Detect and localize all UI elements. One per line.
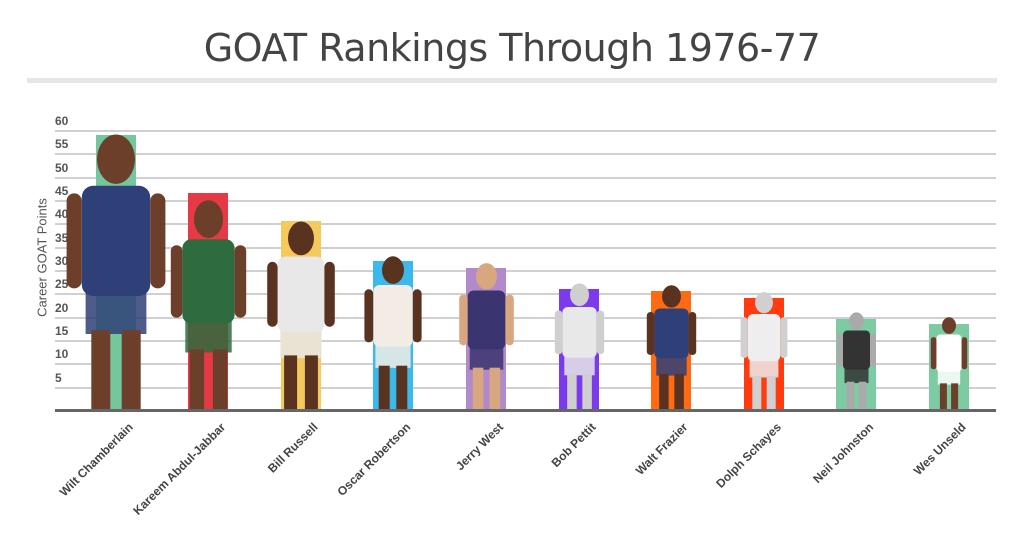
y-tick-label: 50 [55, 160, 69, 175]
x-tick-label: Neil Johnston [809, 420, 876, 487]
player-photo-icon [165, 193, 252, 410]
plot-area: 60 55 50 45 40 35 30 25 20 15 10 5 [55, 114, 996, 410]
gridline [55, 223, 996, 226]
gridline [55, 316, 996, 319]
x-tick-label: Bill Russell [265, 420, 321, 476]
y-tick-label: 35 [55, 230, 69, 245]
x-tick-label: Dolph Schayes [713, 420, 784, 491]
x-tick-label: Walt Frazier [633, 420, 691, 478]
y-tick-label: 10 [55, 347, 69, 362]
player-photo-icon [834, 309, 879, 410]
chart-title: GOAT Rankings Through 1976-77 [203, 26, 821, 70]
y-tick-label: 25 [55, 277, 69, 292]
gridline [55, 386, 996, 389]
gridline [55, 270, 996, 272]
y-tick-label: 45 [55, 184, 69, 198]
player-photo-icon [928, 314, 970, 410]
x-tick-label: Oscar Robertson [334, 420, 413, 499]
player-photo-icon [360, 251, 426, 410]
title-divider [27, 78, 997, 83]
y-tick-label: 40 [55, 207, 69, 222]
player-photo-icon [551, 279, 608, 410]
x-tick-label: Kareem Abdul-Jabbar [130, 420, 228, 518]
x-axis-baseline [55, 409, 996, 412]
gridline [55, 176, 996, 179]
gridline [55, 153, 996, 156]
x-tick-label: Jerry West [452, 420, 506, 474]
player-photo-icon [455, 258, 518, 410]
y-tick-label: 20 [55, 300, 69, 315]
x-tick-label: Wilt Chamberlain [56, 420, 136, 500]
gridline [55, 246, 996, 249]
y-tick-label: 30 [55, 254, 69, 268]
y-tick-label: 5 [55, 370, 62, 385]
y-tick-label: 15 [55, 324, 69, 338]
gridline [55, 340, 996, 342]
x-tick-label: Bob Pettit [548, 420, 599, 470]
gridline [55, 363, 996, 366]
y-tick-label: 60 [55, 114, 69, 128]
player-photo-icon [262, 215, 340, 410]
x-tick-label: Wes Unseld [911, 420, 969, 478]
player-photo-icon [59, 125, 173, 410]
gridline [55, 200, 996, 202]
player-photo-icon [643, 281, 700, 410]
y-axis-label: Career GOAT Points [34, 198, 50, 317]
gridline [55, 130, 996, 132]
gridline [55, 293, 996, 296]
player-photo-icon [737, 288, 791, 410]
y-tick-label: 55 [55, 137, 69, 152]
